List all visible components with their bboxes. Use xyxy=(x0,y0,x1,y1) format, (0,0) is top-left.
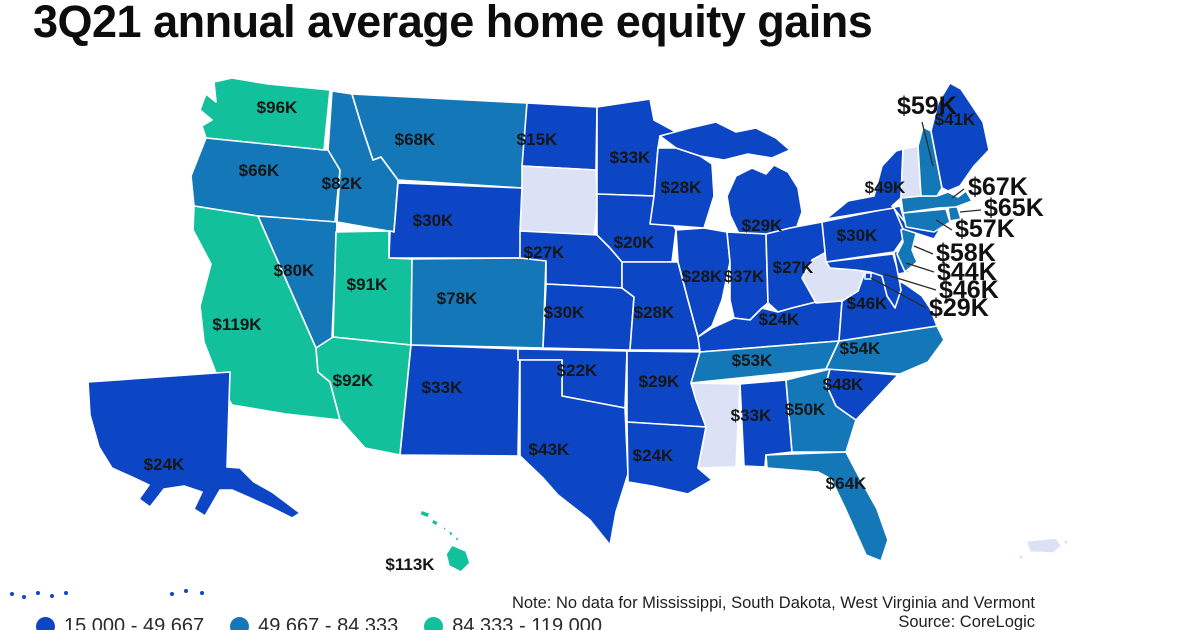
state-sd xyxy=(519,165,599,236)
callout-label-ri: $65K xyxy=(984,194,1044,222)
callout-line-md xyxy=(883,273,937,291)
callout-label-nj: $58K xyxy=(936,239,996,267)
value-label-la: $24K xyxy=(633,446,674,465)
value-label-or: $66K xyxy=(239,161,280,180)
value-label-nc: $54K xyxy=(840,339,881,358)
value-label-oh: $27K xyxy=(773,258,814,277)
legend-label-bin2: 49,667 - 84,333 xyxy=(258,615,399,630)
state-wy xyxy=(388,182,523,259)
value-label-al: $33K xyxy=(731,406,772,425)
value-label-ia: $20K xyxy=(614,233,655,252)
legend-label-bin3: 84,333 - 119,000 xyxy=(452,615,603,630)
callout-line-ct xyxy=(935,219,953,231)
state-wa xyxy=(199,77,331,151)
callout-label-ct: $57K xyxy=(955,215,1015,243)
puerto-rico-islet xyxy=(1064,540,1068,544)
callout-label-ma: $67K xyxy=(968,173,1028,201)
value-label-az: $92K xyxy=(333,371,374,390)
callout-label-md: $46K xyxy=(939,276,999,304)
value-label-ny: $49K xyxy=(865,178,906,197)
footnotes: Note: No data for Mississippi, South Dak… xyxy=(512,594,1035,630)
state-dc xyxy=(864,272,872,280)
callout-line-dc xyxy=(870,277,927,309)
callout-label-nh: $59K xyxy=(897,92,957,120)
legend-item-bin1: 15,000 - 49,667 xyxy=(36,615,204,630)
value-label-mn: $33K xyxy=(610,148,651,167)
page-title: 3Q21 annual average home equity gains xyxy=(33,0,873,47)
aleutian-island xyxy=(22,595,26,599)
state-il xyxy=(675,227,731,338)
state-ny xyxy=(825,148,941,240)
value-label-hi: $113K xyxy=(385,555,435,574)
value-label-pa: $30K xyxy=(837,226,878,245)
legend-swatch-bin3-icon xyxy=(424,617,444,630)
aleutian-island xyxy=(64,591,68,595)
aleutian-island xyxy=(184,589,188,593)
state-tx xyxy=(519,359,629,546)
callout-line-ma xyxy=(951,188,965,199)
value-label-ks: $30K xyxy=(544,303,585,322)
value-label-mi: $29K xyxy=(742,216,783,235)
state-ct xyxy=(902,208,951,233)
value-label-nd: $15K xyxy=(517,130,558,149)
value-label-va: $46K xyxy=(847,294,888,313)
aleutian-island xyxy=(36,591,40,595)
value-label-ak: $24K xyxy=(144,455,185,474)
value-label-ut: $91K xyxy=(347,275,388,294)
legend-swatch-bin2-icon xyxy=(230,617,250,630)
legend-item-bin3: 84,333 - 119,000 xyxy=(424,615,602,630)
value-label-ne: $27K xyxy=(524,243,565,262)
value-label-tx: $43K xyxy=(529,440,570,459)
value-label-wy: $30K xyxy=(413,211,454,230)
state-nc xyxy=(825,325,945,375)
note-text: Note: No data for Mississippi, South Dak… xyxy=(511,594,1035,612)
state-fl xyxy=(765,451,889,562)
value-label-ok: $22K xyxy=(557,361,598,380)
state-co xyxy=(410,257,547,349)
puerto-rico-islet xyxy=(1019,555,1023,559)
legend: 15,000 - 49,667 49,667 - 84,333 84,333 -… xyxy=(36,615,602,630)
value-label-sc: $48K xyxy=(823,375,864,394)
state-hi xyxy=(419,509,471,573)
value-label-ar: $29K xyxy=(639,372,680,391)
value-label-ky: $24K xyxy=(759,310,800,329)
value-label-nv: $80K xyxy=(274,261,315,280)
value-label-fl: $64K xyxy=(826,474,867,493)
aleutian-island xyxy=(200,591,204,595)
value-label-me: $41K xyxy=(935,110,976,129)
legend-label-bin1: 15,000 - 49,667 xyxy=(64,615,205,630)
value-label-id: $82K xyxy=(322,174,363,193)
value-label-co: $78K xyxy=(437,289,478,308)
value-label-wi: $28K xyxy=(661,178,702,197)
callout-label-dc: $29K xyxy=(929,294,989,322)
source-text: Source: CoreLogic xyxy=(898,613,1035,630)
value-label-tn: $53K xyxy=(732,351,773,370)
aleutian-island xyxy=(50,594,54,598)
value-label-wa: $96K xyxy=(257,98,298,117)
state-sc xyxy=(825,368,899,421)
callout-line-ri xyxy=(959,209,982,213)
state-me xyxy=(930,82,990,192)
aleutian-island xyxy=(170,592,174,596)
callout-label-de: $44K xyxy=(937,258,997,286)
legend-item-bin2: 49,667 - 84,333 xyxy=(230,615,398,630)
state-ak xyxy=(87,371,301,519)
value-label-in: $37K xyxy=(724,267,765,286)
value-label-il: $28K xyxy=(682,267,723,286)
value-label-ga: $50K xyxy=(785,400,826,419)
value-label-mt: $68K xyxy=(395,130,436,149)
callout-line-nj xyxy=(913,245,934,255)
value-label-nm: $33K xyxy=(422,378,463,397)
state-pr xyxy=(1025,537,1063,554)
value-label-ca: $119K xyxy=(212,315,262,334)
value-label-mo: $28K xyxy=(634,303,675,322)
callout-line-de xyxy=(905,262,935,273)
callout-line-nh xyxy=(921,121,934,167)
legend-swatch-bin1-icon xyxy=(36,617,55,630)
state-nm xyxy=(399,344,521,457)
aleutian-island xyxy=(10,592,14,596)
